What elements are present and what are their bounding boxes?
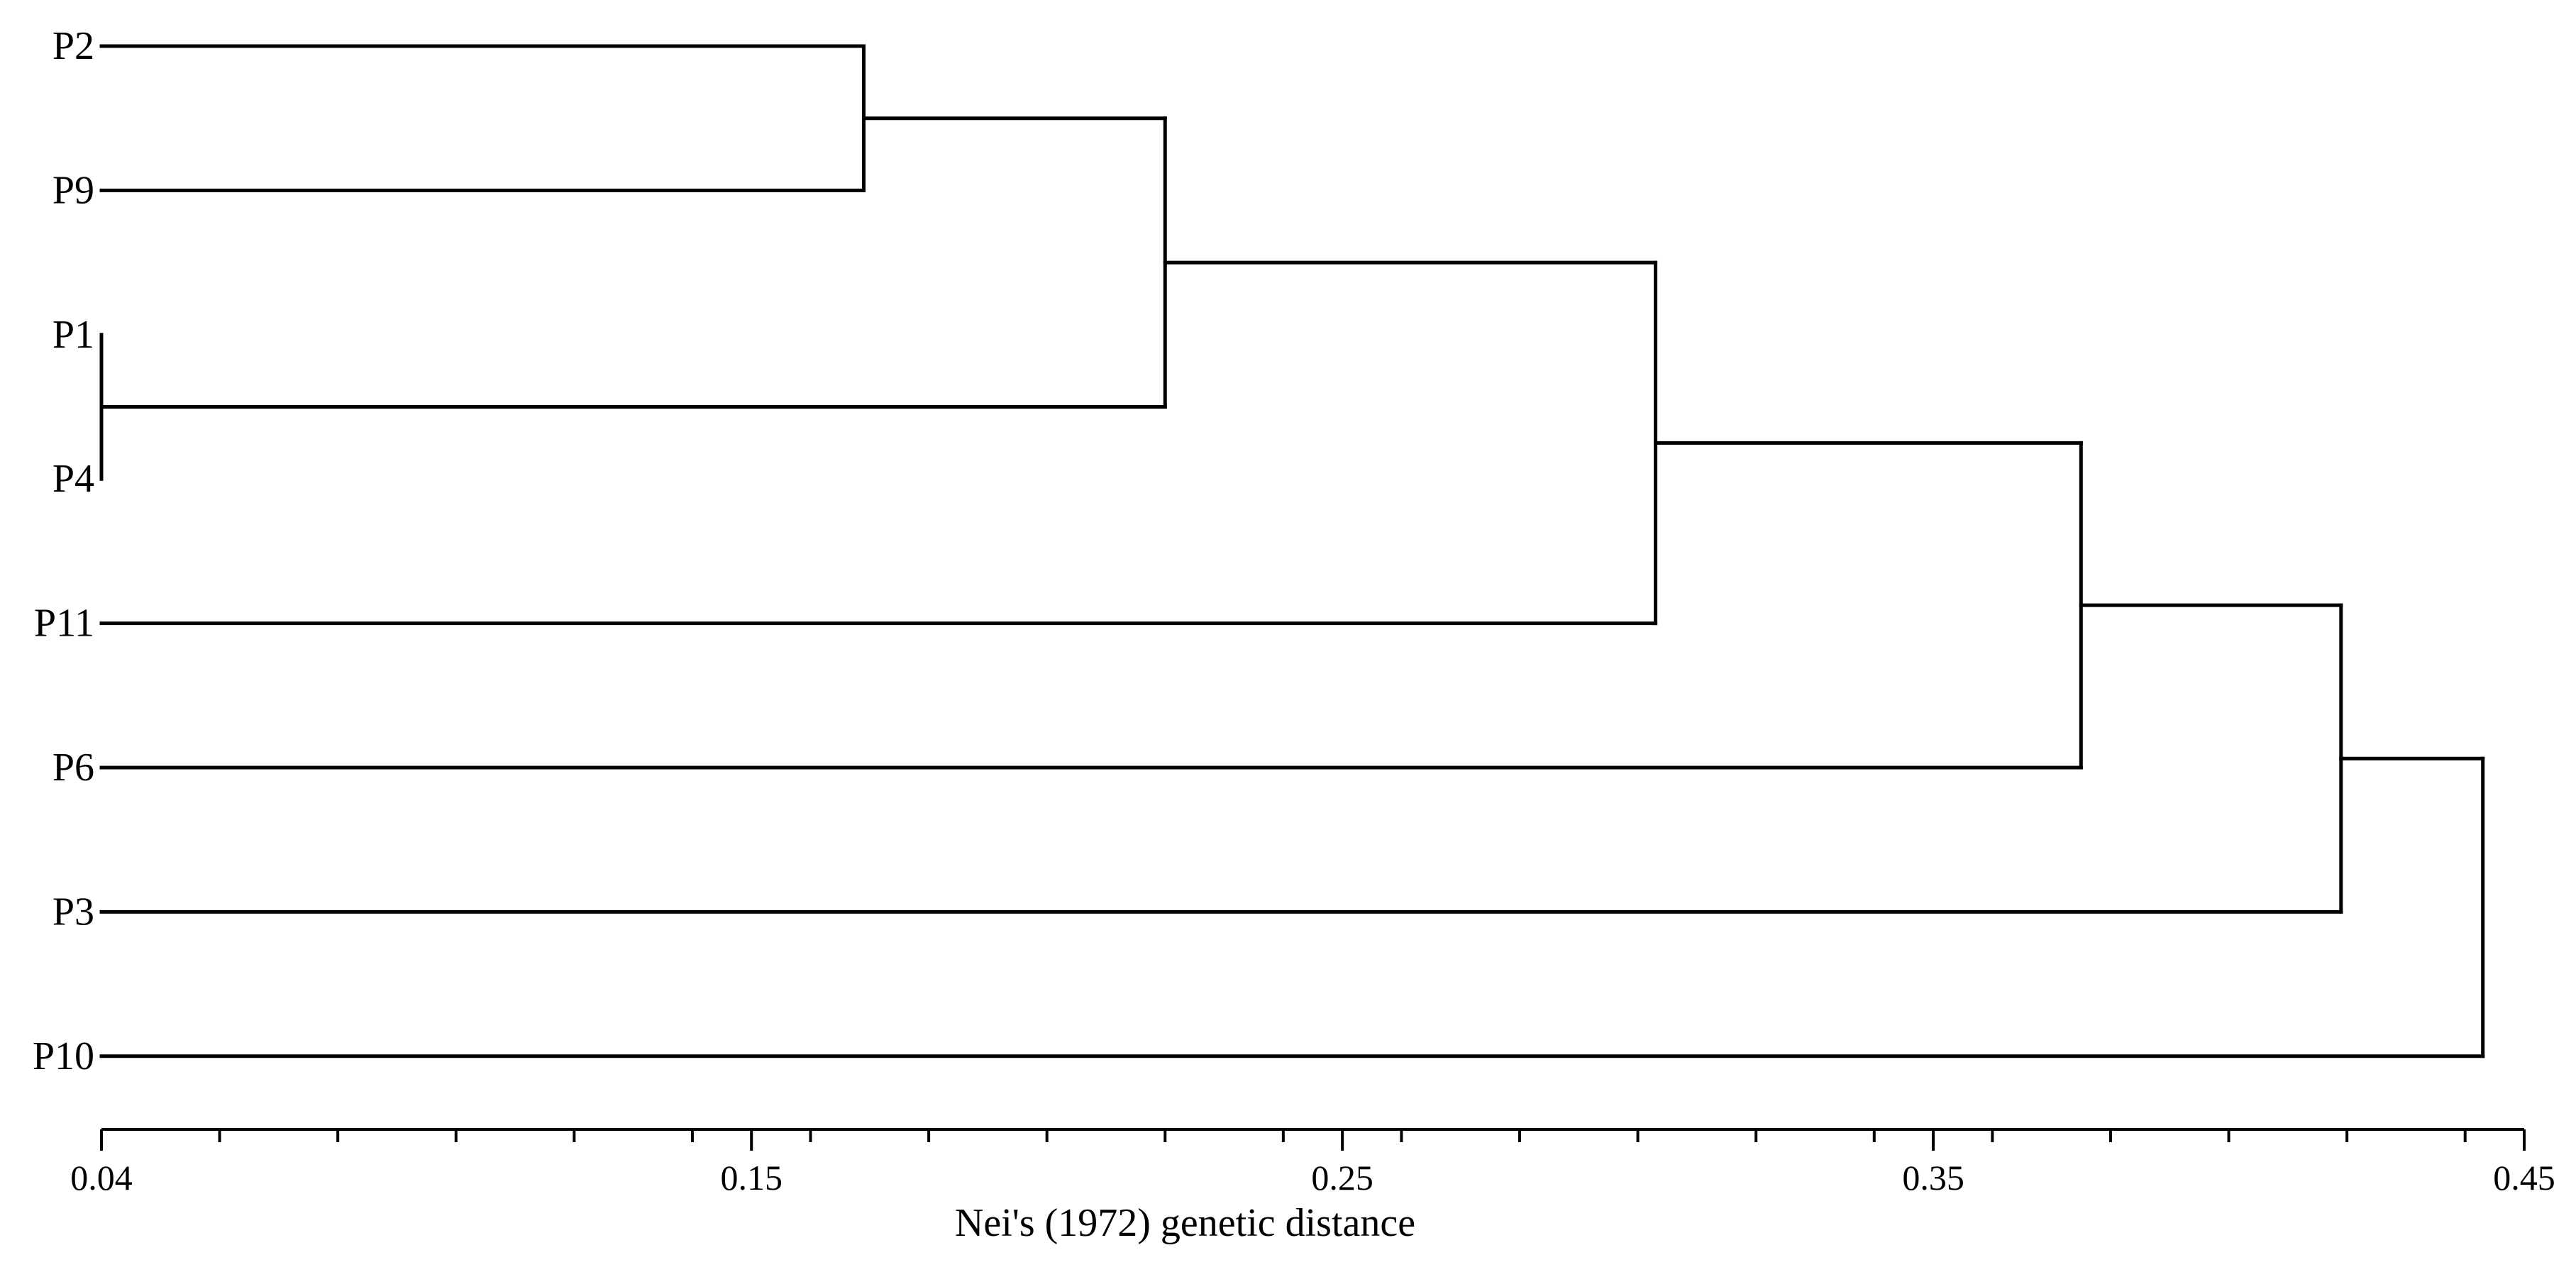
leaf-label-p9: P9 [52, 168, 94, 212]
dendrogram-branches [99, 44, 2485, 1058]
x-axis-tick-labels: 0.04 0.15 0.25 0.35 0.45 [70, 1158, 2555, 1198]
x-axis-title: Nei's (1972) genetic distance [955, 1201, 1415, 1245]
x-tick-label: 0.45 [2493, 1158, 2555, 1198]
leaf-label-p10: P10 [33, 1034, 94, 1078]
x-tick-label: 0.25 [1311, 1158, 1373, 1198]
leaf-label-p2: P2 [52, 24, 94, 68]
x-tick-label: 0.04 [70, 1158, 133, 1198]
leaf-label-p4: P4 [52, 457, 94, 501]
x-tick-label: 0.35 [1902, 1158, 1964, 1198]
x-axis: 0.04 0.15 0.25 0.35 0.45 Nei's (1972) geneti… [70, 1128, 2555, 1245]
leaf-label-p1: P1 [52, 313, 94, 357]
leaf-labels: P2 P9 P1 P4 P11 P6 P3 P10 [33, 24, 94, 1078]
leaf-label-p3: P3 [52, 890, 94, 934]
x-tick-label: 0.15 [720, 1158, 783, 1198]
leaf-label-p6: P6 [52, 746, 94, 790]
leaf-label-p11: P11 [34, 602, 94, 646]
x-axis-ticks [100, 1129, 2526, 1151]
